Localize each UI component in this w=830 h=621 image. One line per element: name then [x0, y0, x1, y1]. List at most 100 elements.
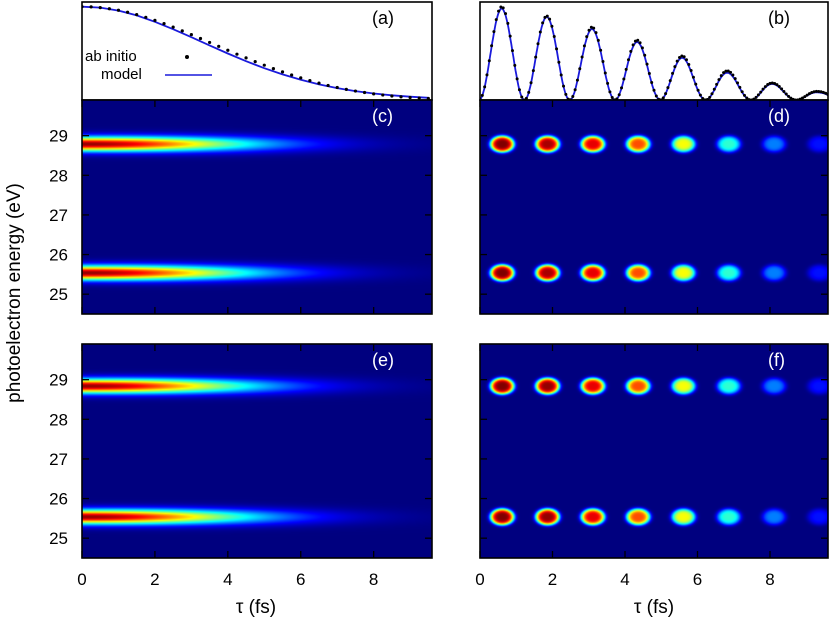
ab-initio-point: [487, 59, 491, 63]
x-tick-label: 8: [369, 570, 378, 589]
ab-initio-point: [682, 55, 686, 59]
ab-initio-point: [531, 69, 535, 73]
y-tick-label: 27: [49, 206, 68, 225]
ab-initio-point: [417, 96, 421, 100]
panel-f-frame: [479, 343, 829, 559]
ab-initio-point: [485, 73, 489, 77]
ab-initio-point: [573, 88, 577, 92]
ab-initio-point: [817, 90, 821, 94]
y-tick-labels: 25 26 27 28 29 25 26 27 28 29: [49, 127, 68, 549]
ab-initio-point: [89, 5, 93, 9]
panel-e-heatmap: [82, 344, 432, 558]
ab-initio-point: [775, 83, 779, 87]
ab-initio-point: [585, 35, 589, 39]
ab-initio-point: [654, 94, 658, 98]
ab-initio-point: [235, 52, 239, 56]
ab-initio-point: [564, 92, 568, 96]
x-axis-title-left: τ (fs): [236, 597, 276, 618]
y-tick-label: 28: [49, 410, 68, 429]
ab-initio-point: [262, 63, 266, 67]
ab-initio-point: [483, 85, 487, 89]
ab-initio-point: [578, 67, 582, 71]
ab-initio-point: [515, 77, 519, 81]
ab-initio-point: [643, 53, 647, 57]
ab-initio-point: [98, 6, 102, 10]
ab-initio-point: [189, 32, 193, 37]
legend: ab initio model: [85, 48, 212, 83]
heatmap-image: [480, 344, 828, 558]
ab-initio-point: [608, 90, 612, 94]
panel-b: (b): [479, 1, 829, 101]
panel-e: (e): [81, 343, 433, 559]
ab-initio-point: [631, 43, 635, 47]
ab-initio-point: [596, 38, 600, 42]
ab-initio-point: [812, 90, 816, 94]
ab-initio-point: [116, 8, 121, 12]
ab-initio-point: [529, 81, 533, 85]
ab-initio-point: [759, 90, 763, 94]
ab-initio-point: [308, 78, 312, 83]
ab-initio-point: [494, 18, 498, 22]
ab-initio-point: [144, 15, 148, 19]
ab-initio-point: [253, 60, 257, 64]
ab-initio-point: [666, 86, 670, 90]
ab-initio-point: [800, 96, 804, 100]
panel-c-heatmap: [82, 100, 432, 314]
ab-initio-point: [290, 73, 294, 77]
y-tick-label: 27: [49, 450, 68, 469]
panel-f-ticks: [479, 344, 828, 558]
ab-initio-point: [738, 85, 742, 89]
ab-initio-point: [353, 89, 358, 93]
ab-initio-point: [664, 92, 668, 96]
ab-initio-point: [208, 40, 212, 45]
x-tick-label: 6: [693, 570, 702, 589]
panel-d-label: (d): [768, 106, 790, 126]
ab-initio-point: [381, 93, 385, 97]
ab-initio-point: [497, 9, 501, 13]
legend-ab-initio-marker: [185, 55, 189, 59]
ab-initio-point: [335, 85, 339, 90]
panel-e-label: (e): [372, 350, 394, 370]
ab-initio-point: [504, 12, 508, 16]
ab-initio-point: [555, 47, 559, 51]
ab-initio-point: [508, 34, 512, 38]
ab-initio-point: [545, 14, 549, 18]
panel-d-ticks: [479, 100, 828, 314]
ab-initio-point: [650, 80, 654, 84]
ab-initio-point: [814, 89, 818, 93]
ab-initio-point: [652, 88, 656, 92]
ab-initio-point: [557, 60, 561, 64]
y-tick-label: 28: [49, 166, 68, 185]
ab-initio-point: [490, 44, 494, 48]
ab-initio-point: [673, 65, 677, 69]
heatmap-image: [82, 100, 432, 314]
ab-initio-point: [153, 18, 157, 22]
ab-initio-point: [408, 95, 412, 100]
ab-initio-point: [536, 42, 540, 46]
ab-initio-point: [480, 93, 484, 97]
ab-initio-point: [819, 90, 823, 94]
ab-initio-point: [756, 93, 760, 97]
panel-e-frame: [81, 343, 433, 559]
ab-initio-point: [803, 95, 807, 99]
y-tick-label: 25: [49, 285, 68, 304]
ab-initio-point: [550, 24, 554, 28]
ab-initio-point: [125, 10, 130, 14]
ab-initio-point: [299, 76, 303, 80]
panel-c-label: (c): [372, 106, 393, 126]
legend-ab-initio-label: ab initio: [85, 48, 137, 65]
ab-initio-point: [636, 38, 640, 42]
panel-a-plot-area: [82, 5, 430, 100]
ab-initio-point: [629, 49, 633, 53]
panel-b-plot-area: [480, 5, 828, 100]
ab-initio-point: [736, 81, 740, 85]
ab-initio-point: [162, 22, 166, 26]
ab-initio-point: [601, 60, 605, 64]
legend-model-label: model: [101, 66, 142, 83]
ab-initio-point: [719, 74, 723, 78]
y-tick-label: 29: [49, 371, 68, 390]
ab-initio-point: [390, 94, 394, 98]
panel-f: (f): [479, 343, 829, 559]
ab-initio-point: [171, 25, 175, 29]
ab-initio-point: [506, 21, 510, 25]
